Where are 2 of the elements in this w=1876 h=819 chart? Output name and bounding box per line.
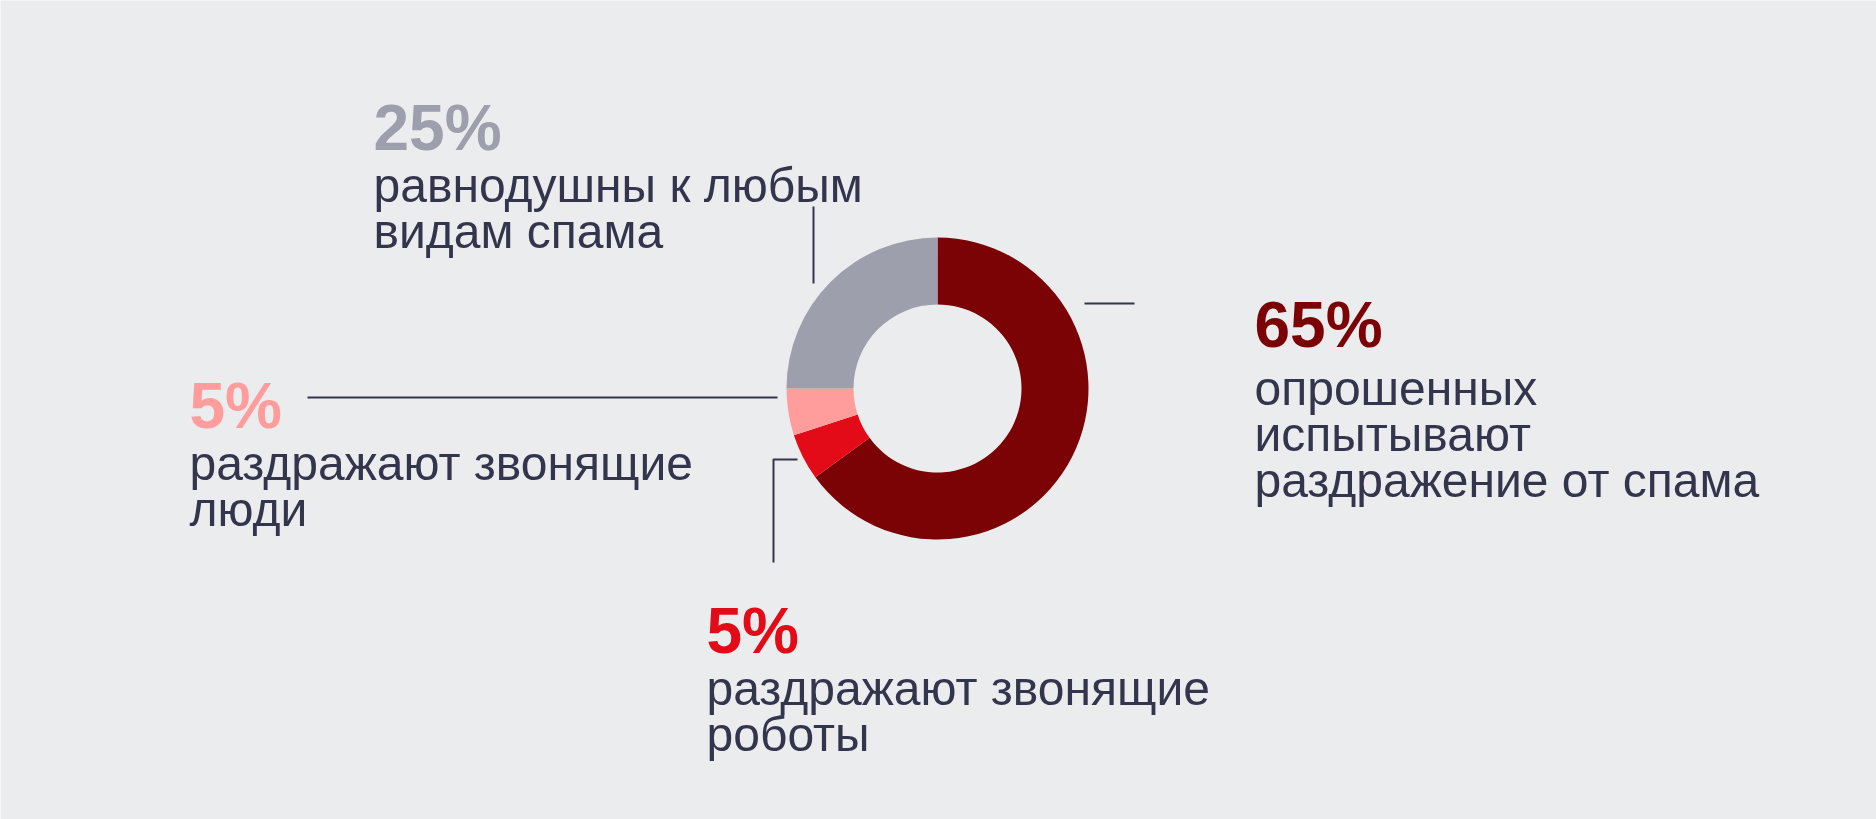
data-label: 65% bbox=[1254, 288, 1383, 361]
slice-label: опрошенных испытывают раздражение от спама bbox=[1254, 362, 1760, 507]
